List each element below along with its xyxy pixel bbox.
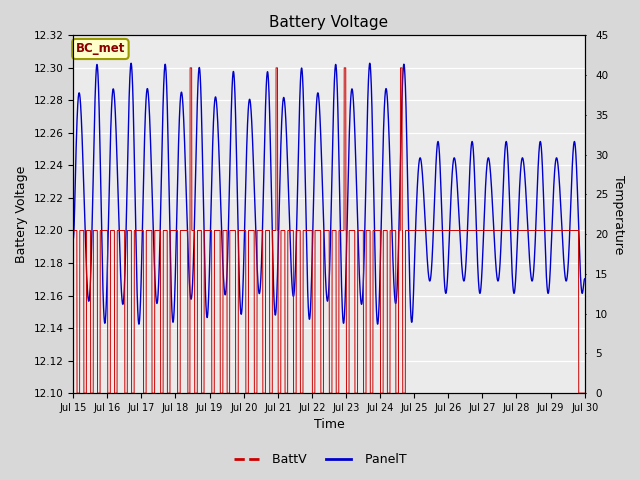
X-axis label: Time: Time	[314, 419, 344, 432]
Y-axis label: Temperature: Temperature	[612, 175, 625, 254]
Y-axis label: Battery Voltage: Battery Voltage	[15, 166, 28, 263]
Text: BC_met: BC_met	[76, 43, 125, 56]
Legend:  BattV,  PanelT: BattV, PanelT	[228, 448, 412, 471]
Title: Battery Voltage: Battery Voltage	[269, 15, 388, 30]
